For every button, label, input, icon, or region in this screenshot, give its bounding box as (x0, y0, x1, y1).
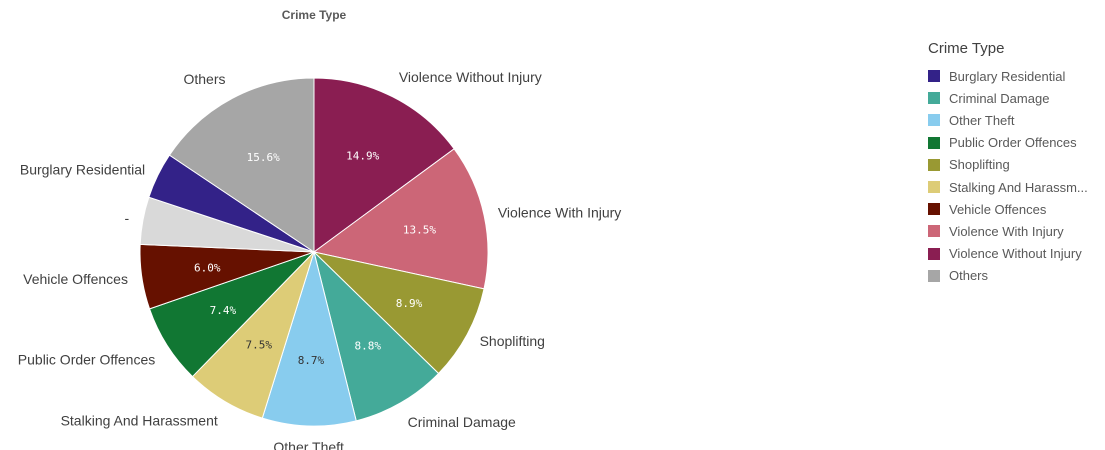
slice-category-label: Other Theft (273, 439, 344, 450)
legend-swatch (928, 158, 940, 171)
slice-category-label: Others (183, 71, 225, 87)
legend-label: Public Order Offences (949, 135, 1077, 151)
legend-item[interactable]: Violence Without Injury (928, 243, 1098, 265)
legend-label: Vehicle Offences (949, 201, 1047, 217)
slice-value-label: 14.9% (346, 150, 379, 163)
legend-item[interactable]: Shoplifting (928, 154, 1098, 176)
legend-swatch (928, 92, 940, 105)
pie-slice-shoplifting[interactable] (312, 251, 485, 375)
slice-value-label: 8.8% (354, 340, 381, 353)
slice-category-label: Shoplifting (480, 333, 545, 349)
slice-value-label: 8.7% (298, 354, 325, 367)
slice-value-label: 13.5% (403, 223, 436, 236)
legend-swatch (928, 203, 940, 216)
legend-item[interactable]: Others (928, 265, 1098, 287)
legend-item[interactable]: Criminal Damage (928, 87, 1098, 109)
slice-category-label: Violence With Injury (498, 205, 621, 221)
pie-slice-violence-without-injury[interactable] (313, 77, 455, 253)
legend-label: Others (949, 268, 989, 284)
pie-slice-violence-with-injury[interactable] (312, 148, 489, 290)
legend-label: Burglary Residential (949, 68, 1066, 84)
slice-category-label: Criminal Damage (408, 414, 516, 430)
legend-label: Stalking And Harassm... (949, 179, 1088, 195)
legend-item[interactable]: Violence With Injury (928, 220, 1098, 242)
legend-label: Violence Without Injury (949, 246, 1082, 262)
pie-slice-others[interactable] (168, 77, 315, 253)
legend-item[interactable]: Stalking And Harassm... (928, 176, 1098, 198)
legend-swatch (928, 114, 940, 127)
slice-category-label: Stalking And Harassment (61, 413, 218, 429)
slice-value-label: 7.5% (246, 339, 273, 352)
legend-label: Violence With Injury (949, 223, 1064, 239)
legend-item[interactable]: Vehicle Offences (928, 198, 1098, 220)
slice-category-label: Violence Without Injury (399, 69, 542, 85)
legend-item[interactable]: Burglary Residential (928, 65, 1098, 87)
legend-swatch (928, 225, 940, 238)
chart-title: Crime Type (281, 8, 347, 22)
pie-chart[interactable]: 14.9%13.5%8.9%8.8%8.7%7.5%7.4%6.0%15.6% … (0, 0, 640, 450)
legend-item[interactable]: Other Theft (928, 109, 1098, 131)
slice-value-label: 15.6% (247, 151, 280, 164)
slice-value-label: 8.9% (396, 297, 423, 310)
slice-category-label: Public Order Offences (18, 352, 155, 368)
legend-title: Crime Type (928, 40, 1005, 57)
slice-category-label: Vehicle Offences (23, 271, 128, 287)
legend-label: Shoplifting (949, 157, 1010, 173)
legend: Crime Type Burglary Residential Criminal … (928, 40, 1098, 287)
legend-label: Criminal Damage (949, 90, 1050, 106)
pie-slice-other-theft[interactable] (261, 250, 357, 427)
legend-swatch (928, 181, 940, 194)
legend-swatch (928, 247, 940, 260)
legend-item[interactable]: Public Order Offences (928, 132, 1098, 154)
slice-category-label: - (124, 210, 129, 226)
legend-swatch (928, 70, 940, 83)
legend-swatch (928, 136, 940, 149)
legend-label: Other Theft (949, 112, 1015, 128)
slice-category-label: Burglary Residential (20, 161, 145, 177)
slice-value-label: 6.0% (194, 262, 221, 275)
pie-slice-criminal-damage[interactable] (313, 250, 440, 422)
legend-swatch (928, 269, 940, 282)
slice-value-label: 7.4% (210, 304, 237, 317)
